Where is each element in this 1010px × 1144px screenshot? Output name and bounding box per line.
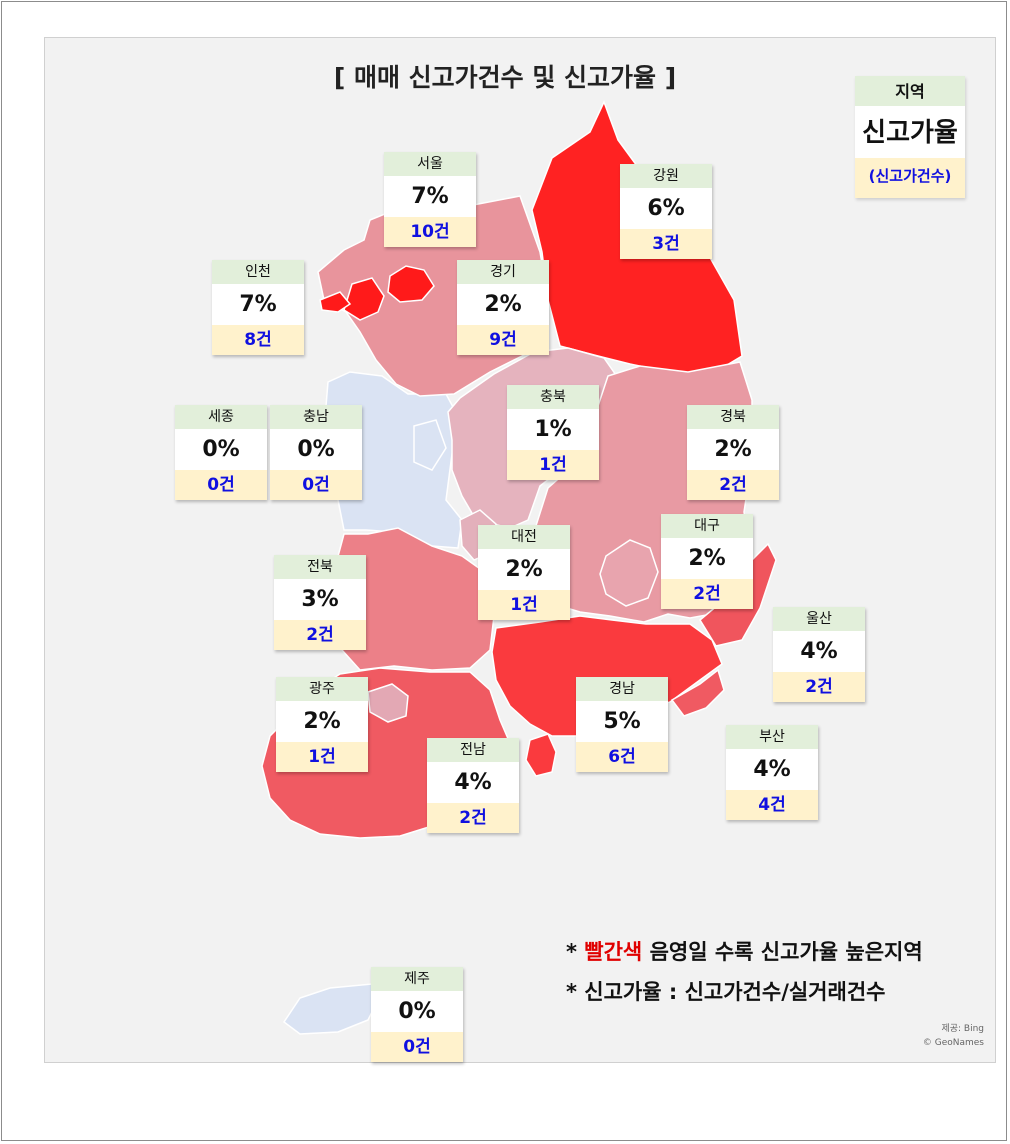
region-count: 0건 bbox=[175, 470, 267, 500]
region-count: 10건 bbox=[384, 217, 476, 247]
region-count: 6건 bbox=[576, 742, 668, 772]
region-count: 1건 bbox=[276, 742, 368, 772]
credit-provider: 제공: Bing bbox=[941, 1024, 984, 1034]
region-count: 0건 bbox=[270, 470, 362, 500]
legend-box: 지역 신고가율 (신고가건수) bbox=[855, 76, 965, 198]
region-card-incheon: 인천 7% 8건 bbox=[212, 260, 304, 355]
region-count: 1건 bbox=[478, 590, 570, 620]
region-name: 강원 bbox=[620, 164, 712, 188]
region-card-chungnam: 충남 0% 0건 bbox=[270, 405, 362, 500]
region-shape-daegu bbox=[599, 539, 659, 607]
region-rate: 5% bbox=[576, 701, 668, 742]
region-name: 경북 bbox=[687, 405, 779, 429]
region-count: 8건 bbox=[212, 325, 304, 355]
legend-region-label: 지역 bbox=[855, 76, 965, 106]
region-count: 9건 bbox=[457, 325, 549, 355]
region-name: 대전 bbox=[478, 525, 570, 549]
region-shape-busan bbox=[670, 668, 725, 717]
region-rate: 7% bbox=[384, 176, 476, 217]
region-rate: 4% bbox=[427, 762, 519, 803]
map-credit: 제공: Bing © GeoNames bbox=[900, 1022, 984, 1050]
region-count: 2건 bbox=[274, 620, 366, 650]
region-rate: 2% bbox=[478, 549, 570, 590]
region-name: 전남 bbox=[427, 738, 519, 762]
note-rate-definition: * 신고가율 : 신고가건수/실거래건수 bbox=[566, 980, 886, 1004]
region-name: 인천 bbox=[212, 260, 304, 284]
region-name: 대구 bbox=[661, 514, 753, 538]
region-shape-jeju bbox=[282, 983, 379, 1035]
region-shape-gyeongnam bbox=[491, 615, 723, 737]
region-count: 3건 bbox=[620, 229, 712, 259]
region-card-jeju: 제주 0% 0건 bbox=[371, 967, 463, 1062]
note-color-explanation: * 빨간색 음영일 수록 신고가율 높은지역 bbox=[566, 936, 923, 966]
legend-count-label: (신고가건수) bbox=[855, 158, 965, 198]
region-name: 제주 bbox=[371, 967, 463, 991]
region-rate: 1% bbox=[507, 409, 599, 450]
region-card-gyeongbuk: 경북 2% 2건 bbox=[687, 405, 779, 500]
region-card-sejong: 세종 0% 0건 bbox=[175, 405, 267, 500]
note-red-word: 빨간색 bbox=[584, 940, 643, 964]
region-card-chungbuk: 충북 1% 1건 bbox=[507, 385, 599, 480]
region-shape-geoje bbox=[525, 733, 557, 777]
region-name: 세종 bbox=[175, 405, 267, 429]
credit-geonames: © GeoNames bbox=[922, 1038, 984, 1048]
region-name: 경남 bbox=[576, 677, 668, 701]
region-count: 4건 bbox=[726, 790, 818, 820]
region-card-gyeonggi: 경기 2% 9건 bbox=[457, 260, 549, 355]
region-rate: 2% bbox=[457, 284, 549, 325]
region-card-seoul: 서울 7% 10건 bbox=[384, 152, 476, 247]
region-rate: 0% bbox=[371, 991, 463, 1032]
region-card-ulsan: 울산 4% 2건 bbox=[773, 607, 865, 702]
region-card-gyeongnam: 경남 5% 6건 bbox=[576, 677, 668, 772]
region-count: 2건 bbox=[661, 579, 753, 609]
region-name: 충남 bbox=[270, 405, 362, 429]
region-rate: 4% bbox=[726, 749, 818, 790]
region-card-daegu: 대구 2% 2건 bbox=[661, 514, 753, 609]
region-card-gwangju: 광주 2% 1건 bbox=[276, 677, 368, 772]
region-shape-seoul bbox=[387, 265, 435, 303]
region-name: 충북 bbox=[507, 385, 599, 409]
map-title: [ 매매 신고가건수 및 신고가율 ] bbox=[333, 63, 677, 92]
region-count: 2건 bbox=[687, 470, 779, 500]
region-card-jeonnam: 전남 4% 2건 bbox=[427, 738, 519, 833]
region-name: 광주 bbox=[276, 677, 368, 701]
region-count: 0건 bbox=[371, 1032, 463, 1062]
region-card-daejeon: 대전 2% 1건 bbox=[478, 525, 570, 620]
region-count: 1건 bbox=[507, 450, 599, 480]
region-count: 2건 bbox=[773, 672, 865, 702]
region-card-gangwon: 강원 6% 3건 bbox=[620, 164, 712, 259]
region-card-jeonbuk: 전북 3% 2건 bbox=[274, 555, 366, 650]
region-count: 2건 bbox=[427, 803, 519, 833]
region-rate: 0% bbox=[270, 429, 362, 470]
region-shape-incheon-island bbox=[319, 291, 352, 313]
region-rate: 3% bbox=[274, 579, 366, 620]
note-prefix: * bbox=[566, 940, 585, 964]
region-shape-sejong bbox=[413, 419, 447, 471]
region-shape-gwangju bbox=[367, 683, 409, 723]
region-shape-incheon bbox=[343, 277, 385, 321]
region-rate: 2% bbox=[687, 429, 779, 470]
region-card-busan: 부산 4% 4건 bbox=[726, 725, 818, 820]
region-rate: 7% bbox=[212, 284, 304, 325]
note-rest: 음영일 수록 신고가율 높은지역 bbox=[642, 940, 923, 964]
region-rate: 0% bbox=[175, 429, 267, 470]
region-name: 전북 bbox=[274, 555, 366, 579]
region-name: 울산 bbox=[773, 607, 865, 631]
region-rate: 4% bbox=[773, 631, 865, 672]
region-name: 부산 bbox=[726, 725, 818, 749]
region-name: 경기 bbox=[457, 260, 549, 284]
region-rate: 2% bbox=[276, 701, 368, 742]
region-rate: 6% bbox=[620, 188, 712, 229]
region-rate: 2% bbox=[661, 538, 753, 579]
legend-rate-label: 신고가율 bbox=[855, 106, 965, 158]
region-name: 서울 bbox=[384, 152, 476, 176]
